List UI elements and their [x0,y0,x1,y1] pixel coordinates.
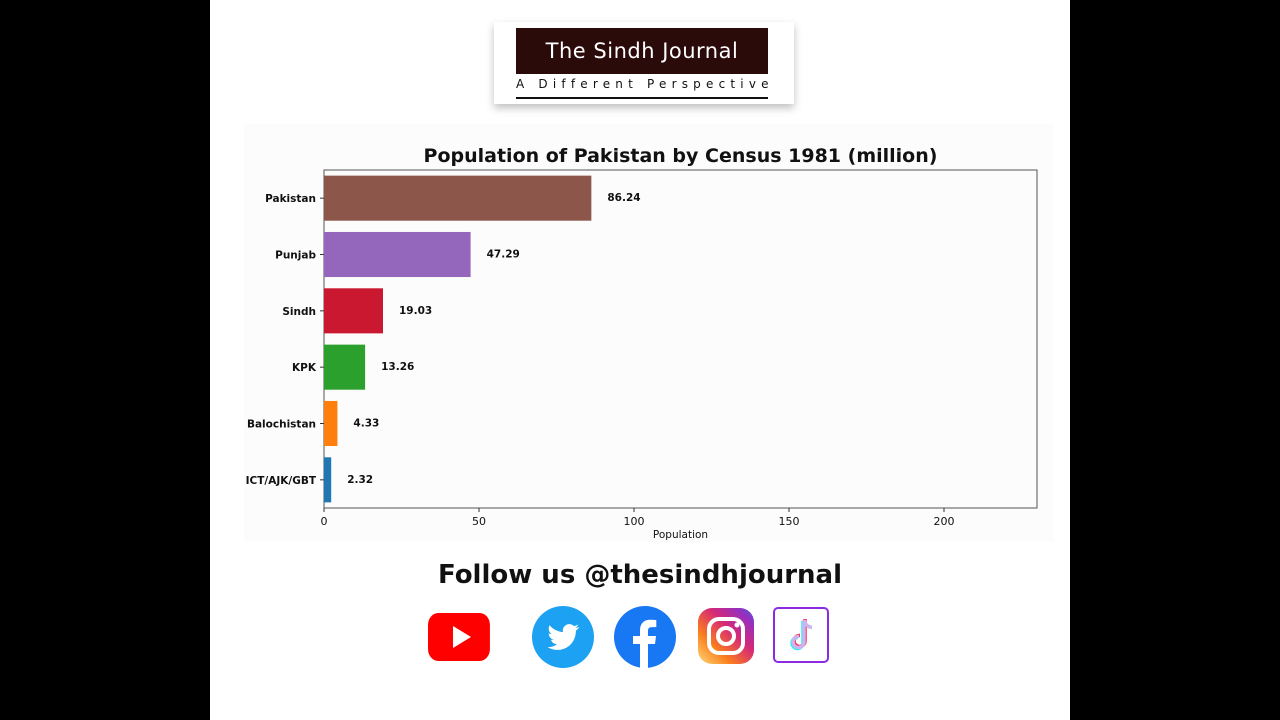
y-tick-label: Balochistan [247,419,316,431]
tiktok-icon[interactable] [772,606,834,668]
x-tick-label: 100 [624,515,645,528]
bar-sindh [324,288,383,334]
data-label: 4.33 [353,418,379,430]
data-label: 19.03 [399,305,432,317]
x-axis-label: Population [653,529,708,541]
follow-text: Follow us @thesindhjournal [437,560,843,590]
y-tick-label: KPK [292,362,317,374]
logo-title: The Sindh Journal [516,28,768,74]
bar-kpk [324,344,366,390]
plot-frame [323,169,1038,509]
y-tick-label: Sindh [282,306,316,318]
bar-ict-ajk-gbt [324,457,332,503]
x-tick-label: 0 [321,515,328,528]
x-tick-label: 200 [934,515,955,528]
twitter-icon[interactable] [532,606,594,668]
y-tick-label: ICT/AJK/GBT [246,475,317,487]
youtube-icon[interactable] [428,606,490,668]
bar-punjab [324,231,471,278]
chart-title: Population of Pakistan by Census 1981 (m… [424,145,938,167]
x-tick-label: 150 [779,515,800,528]
x-tick-label: 50 [472,515,486,528]
content-panel: The Sindh Journal A Different Perspectiv… [210,0,1070,720]
data-label: 47.29 [487,249,520,261]
social-icons [428,606,838,668]
data-label: 13.26 [381,361,414,373]
bar-chart: Population of Pakistan by Census 1981 (m… [246,145,1038,541]
bar-pakistan [324,175,592,221]
logo-underline [516,97,768,99]
logo: The Sindh Journal A Different Perspectiv… [494,22,794,104]
y-tick-label: Pakistan [265,193,316,205]
y-tick-label: Punjab [275,250,316,262]
data-label: 2.32 [347,474,373,486]
instagram-icon[interactable] [696,606,758,668]
bar-balochistan [324,400,338,447]
logo-tagline: A Different Perspective [516,77,774,91]
data-label: 86.24 [607,192,640,204]
chart-container: Population of Pakistan by Census 1981 (m… [244,124,1054,542]
facebook-icon[interactable] [614,606,676,668]
